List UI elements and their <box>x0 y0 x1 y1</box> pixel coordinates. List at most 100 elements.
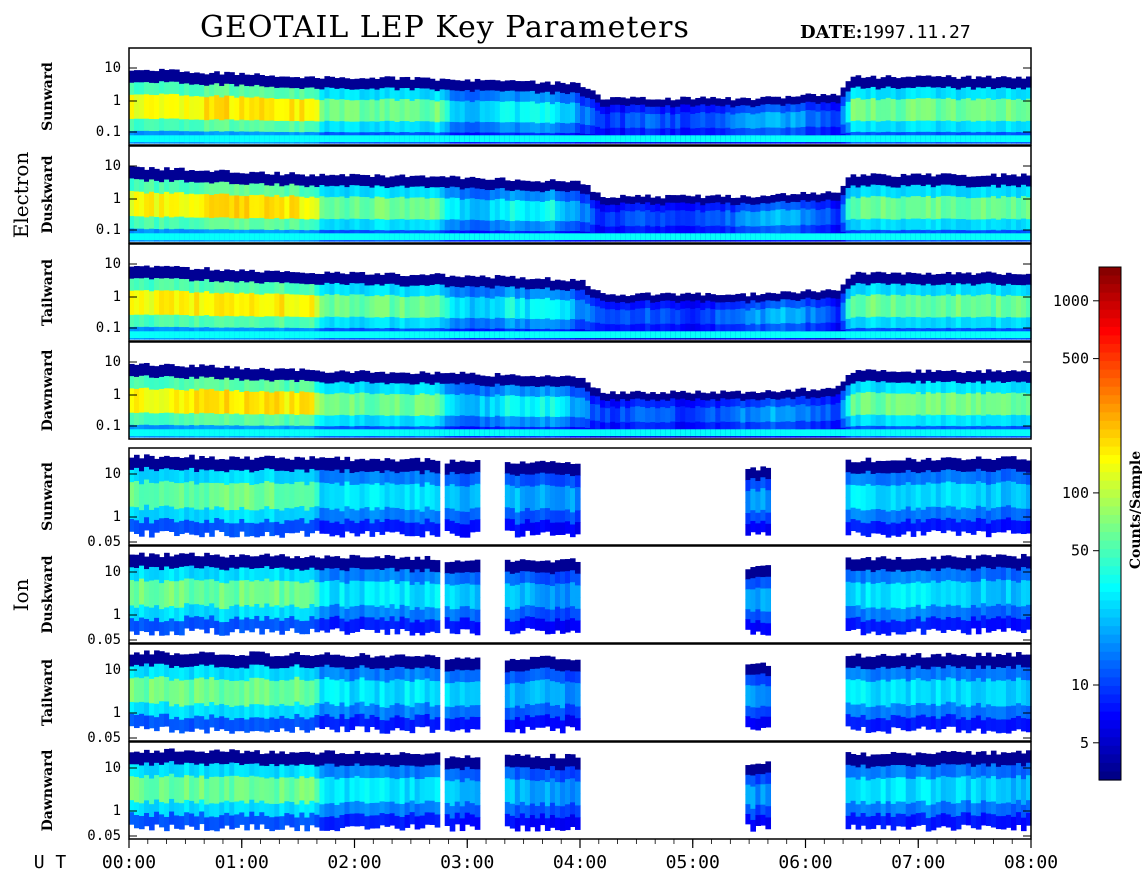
electron-dawnward-cell <box>134 429 140 437</box>
electron-sunward-cell <box>239 107 245 121</box>
electron-sunward-cell <box>730 114 736 123</box>
electron-dawnward-cell <box>910 394 917 406</box>
electron-duskward-cell <box>655 203 661 212</box>
electron-duskward-cell <box>620 202 626 211</box>
electron-dawnward-cell <box>314 414 321 427</box>
electron-sunward-cell <box>645 121 651 130</box>
electron-sunward-cell <box>875 78 882 91</box>
electron-duskward-cell <box>454 187 461 199</box>
electron-duskward-cell <box>835 216 842 226</box>
electron-dawnward-cell <box>304 369 310 382</box>
electron-duskward-cell <box>289 233 295 241</box>
electron-sunward-cell <box>254 119 260 133</box>
electron-tailward-cell <box>865 317 872 329</box>
electron-tailward-cell <box>519 277 526 289</box>
electron-dawnward-cell <box>680 421 686 430</box>
electron-duskward-cell <box>970 198 977 210</box>
electron-tailward-cell <box>294 316 300 329</box>
electron-tailward-cell <box>144 277 150 291</box>
electron-duskward-cell <box>189 233 195 241</box>
electron-sunward-cell <box>785 119 792 128</box>
electron-tailward-cell <box>645 315 651 325</box>
electron-duskward-cell <box>860 233 867 241</box>
electron-dawnward-cell <box>139 400 145 414</box>
electron-sunward-cell <box>409 111 416 123</box>
electron-tailward-cell <box>159 331 165 339</box>
electron-duskward-ytick-label: 10 <box>104 158 121 174</box>
electron-dawnward-cell <box>159 400 165 414</box>
electron-duskward-cell <box>650 233 656 241</box>
electron-tailward-cell <box>519 331 526 339</box>
electron-sunward-cell <box>469 91 476 103</box>
electron-duskward-cell <box>319 196 326 209</box>
electron-duskward-cell <box>439 197 446 210</box>
electron-duskward-cell <box>299 185 305 198</box>
electron-tailward-cell <box>324 305 331 318</box>
electron-dawnward-cell <box>204 401 210 414</box>
electron-dawnward-cell <box>710 429 716 437</box>
electron-duskward-cell <box>219 181 225 195</box>
electron-dawnward-cell <box>915 380 922 393</box>
electron-tailward-cell <box>580 299 586 311</box>
electron-dawnward-cell <box>334 382 341 394</box>
electron-duskward-cell <box>620 217 626 227</box>
electron-tailward-cell <box>344 284 351 297</box>
electron-duskward-cell <box>675 225 681 235</box>
electron-sunward-cell <box>930 109 937 122</box>
electron-tailward-cell <box>189 304 195 317</box>
electron-duskward-cell <box>549 220 556 232</box>
electron-dawnward-cell <box>840 381 847 392</box>
electron-duskward-cell <box>204 205 210 219</box>
electron-sunward-cell <box>825 95 832 104</box>
electron-duskward-cell <box>254 183 260 196</box>
electron-sunward-cell <box>835 135 842 143</box>
electron-dawnward-cell <box>474 374 481 386</box>
electron-sunward-cell <box>394 111 401 123</box>
electron-dawnward-cell <box>324 415 331 427</box>
electron-sunward-cell <box>129 82 135 96</box>
electron-tailward-cell <box>965 294 972 307</box>
electron-dawnward-cell <box>905 429 912 437</box>
electron-sunward-cell <box>1010 99 1017 112</box>
electron-duskward-cell <box>139 191 145 205</box>
electron-tailward-cell <box>544 297 551 309</box>
electron-tailward-cell <box>735 316 741 325</box>
electron-sunward-cell <box>569 122 576 134</box>
electron-sunward-cell <box>559 112 566 124</box>
electron-dawnward-cell <box>504 374 511 386</box>
electron-dawnward-cell <box>464 405 471 417</box>
electron-sunward-cell <box>645 113 651 122</box>
electron-duskward-cell <box>750 233 756 241</box>
electron-sunward-cell <box>259 74 265 87</box>
electron-duskward-cell <box>159 170 165 183</box>
electron-duskward-cell <box>640 211 646 220</box>
electron-duskward-cell <box>855 233 862 241</box>
electron-tailward-cell <box>1010 295 1017 308</box>
electron-sunward-cell <box>439 135 446 143</box>
electron-dawnward-cell <box>524 416 531 428</box>
electron-sunward-cell <box>1020 89 1027 101</box>
electron-dawnward-cell <box>569 396 576 408</box>
electron-tailward-cell <box>424 275 431 287</box>
electron-dawnward-cell <box>610 429 616 437</box>
electron-sunward-cell <box>675 99 681 108</box>
electron-duskward-cell <box>374 196 381 209</box>
electron-sunward-cell <box>660 106 666 115</box>
electron-tailward-cell <box>484 331 491 339</box>
electron-duskward-cell <box>810 216 817 226</box>
electron-tailward-cell <box>945 294 952 307</box>
electron-sunward-cell <box>1010 121 1017 133</box>
electron-tailward-cell <box>965 272 972 285</box>
electron-duskward-cell <box>269 218 275 231</box>
electron-tailward-cell <box>209 316 215 329</box>
electron-sunward-cell <box>925 97 932 110</box>
electron-dawnward-cell <box>730 421 736 431</box>
electron-sunward-cell <box>474 100 481 112</box>
electron-tailward-cell <box>214 304 220 317</box>
electron-sunward-cell <box>464 135 471 143</box>
electron-dawnward-cell <box>680 398 686 407</box>
electron-dawnward-cell <box>825 429 832 437</box>
electron-tailward-cell <box>509 275 516 287</box>
electron-duskward-cell <box>590 191 596 201</box>
electron-duskward-cell <box>700 233 706 241</box>
